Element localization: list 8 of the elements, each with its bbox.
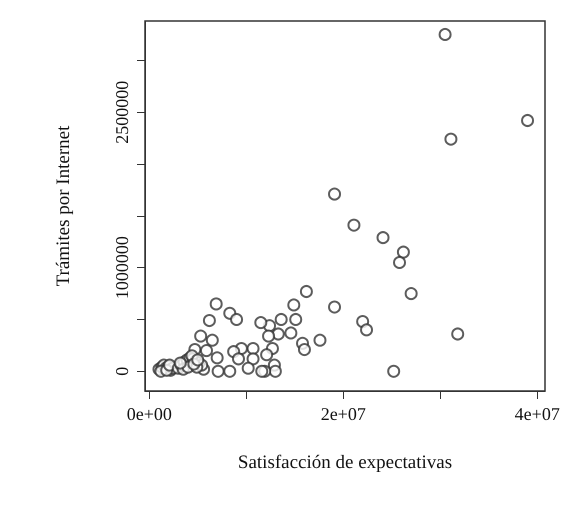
x-tick-label: 2e+07 bbox=[320, 404, 366, 424]
y-tick-label: 0 bbox=[112, 366, 132, 376]
y-tick-label: 2500000 bbox=[112, 80, 132, 144]
y-tick-label: 1000000 bbox=[112, 236, 132, 300]
x-axis-title: Satisfacción de expectativas bbox=[238, 452, 452, 473]
x-tick-label: 0e+00 bbox=[126, 404, 172, 424]
y-axis-title: Trámites por Internet bbox=[53, 124, 74, 286]
x-tick-label: 4e+07 bbox=[514, 404, 560, 424]
